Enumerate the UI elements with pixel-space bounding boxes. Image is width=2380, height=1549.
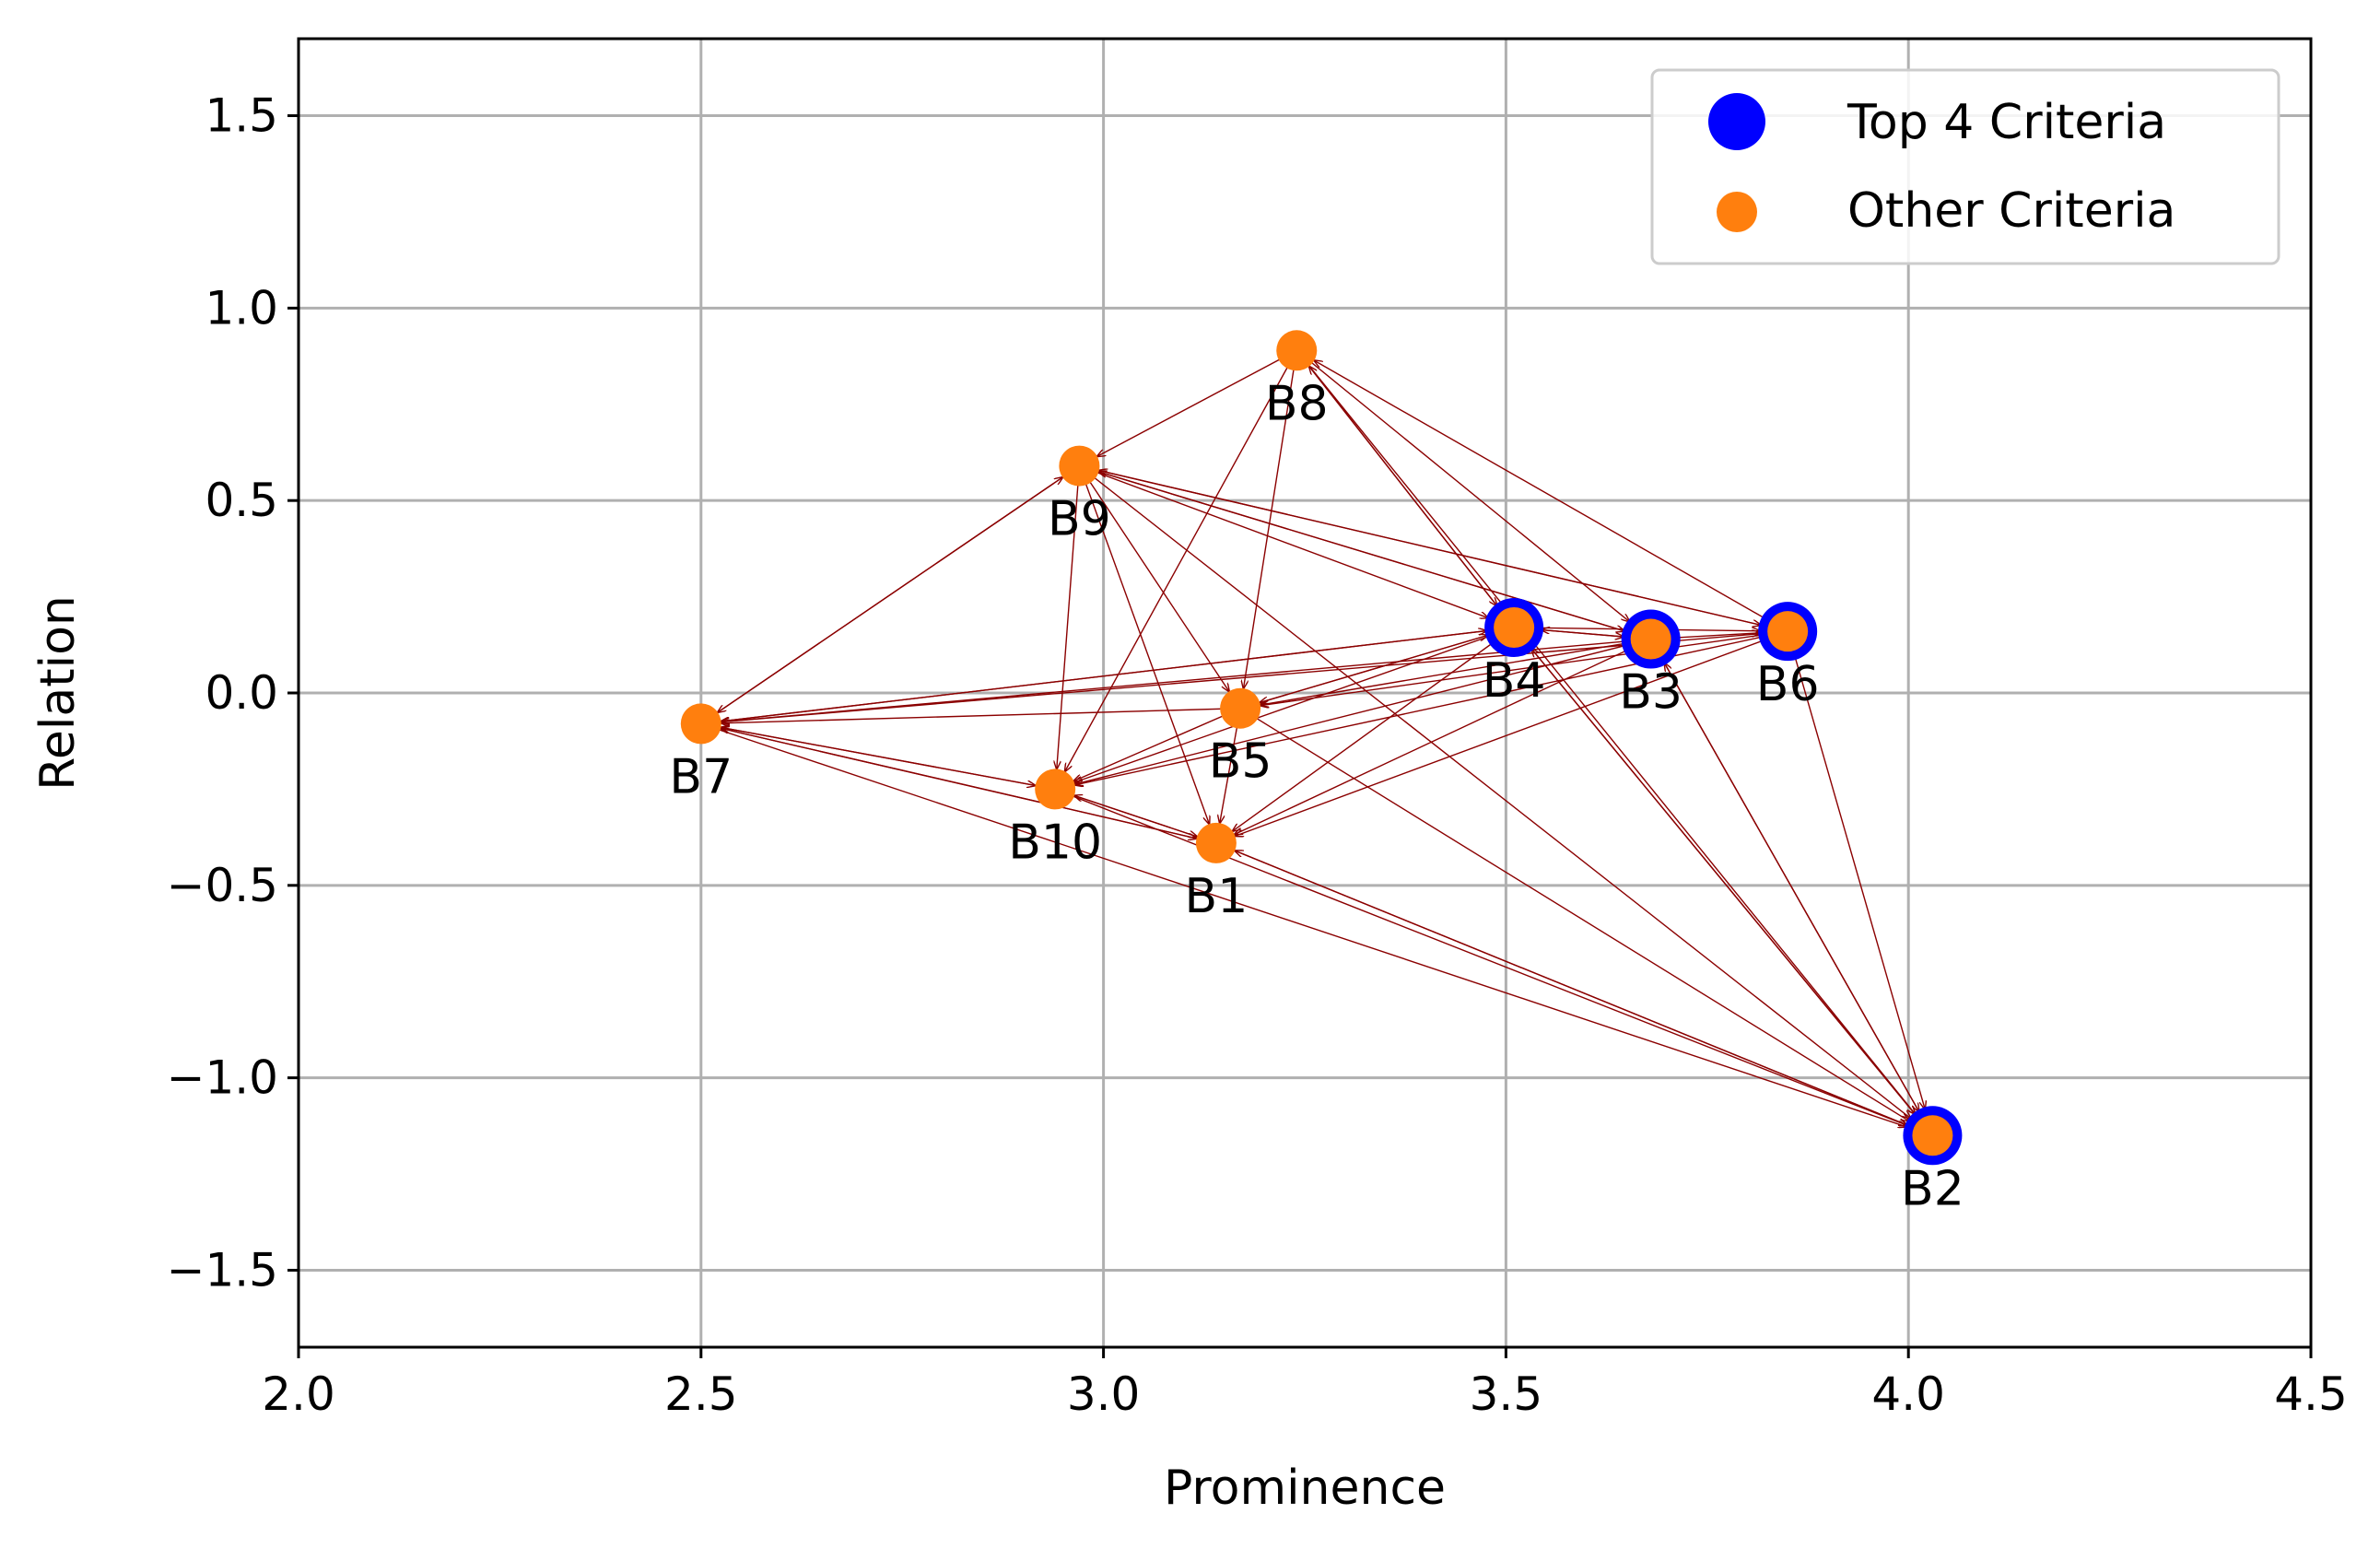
- arrow-B6-to-B5: [1260, 630, 1788, 705]
- arrow-B4-to-B10: [1074, 627, 1515, 782]
- arrow-B6-to-B2: [1787, 630, 1925, 1109]
- arrow-B9-to-B1: [1078, 465, 1209, 825]
- arrow-B4-to-B8: [1309, 367, 1515, 628]
- x-axis-label: Prominence: [1164, 1461, 1446, 1516]
- arrow-B3-to-B10: [1075, 638, 1651, 785]
- point-label-B2: B2: [1901, 1161, 1964, 1216]
- x-tick-label: 3.0: [1067, 1367, 1141, 1421]
- point-B2: [1912, 1115, 1953, 1156]
- arrow-B5-to-B10: [1073, 708, 1241, 781]
- arrow-B3-to-B5: [1260, 638, 1651, 706]
- arrow-B9-to-B2: [1078, 465, 1910, 1119]
- y-tick-label: −1.5: [167, 1243, 278, 1297]
- legend: Top 4 Criteria Other Criteria: [1650, 68, 2280, 265]
- grid: [297, 39, 2313, 1347]
- arrow-B8-to-B10: [1065, 349, 1297, 771]
- y-tick-label: −0.5: [167, 859, 278, 912]
- point-label-B3: B3: [1619, 665, 1682, 721]
- y-axis-ticks: 1.5 1.0 0.5 0.0 −0.5 −1.0 −1.5: [167, 89, 299, 1297]
- arrow-B5-to-B4: [1239, 635, 1487, 710]
- point-label-B9: B9: [1048, 492, 1111, 547]
- arrow-B6-to-B7: [721, 630, 1788, 722]
- arrow-B9-to-B4: [1079, 464, 1488, 618]
- relation-arrows: [700, 349, 1934, 1136]
- arrow-B5-to-B7: [721, 708, 1241, 723]
- x-tick-label: 2.5: [664, 1367, 738, 1421]
- point-B3: [1630, 618, 1671, 660]
- x-tick-label: 2.0: [262, 1367, 335, 1421]
- arrow-B2-to-B3: [1664, 663, 1934, 1136]
- point-label-B10: B10: [1008, 815, 1102, 870]
- legend-label-top-criteria: Top 4 Criteria: [1847, 95, 2166, 150]
- arrow-B4-to-B1: [1233, 627, 1515, 831]
- point-label-B5: B5: [1209, 734, 1272, 790]
- arrow-B7-to-B2: [700, 722, 1906, 1126]
- arrow-B7-to-B4: [700, 631, 1487, 725]
- arrow-B10-to-B7: [721, 727, 1056, 791]
- y-tick-label: 1.5: [205, 89, 278, 143]
- arrow-B5-to-B2: [1239, 708, 1909, 1121]
- arrow-B8-to-B2: [1296, 349, 1915, 1114]
- point-label-B8: B8: [1265, 376, 1329, 431]
- legend-marker-other-criteria: [1717, 192, 1757, 232]
- y-tick-label: 0.0: [205, 666, 278, 720]
- point-B7: [680, 703, 721, 745]
- arrow-B2-to-B4: [1531, 649, 1933, 1136]
- point-B10: [1035, 769, 1076, 810]
- legend-marker-top-criteria: [1708, 93, 1765, 150]
- arrow-B6-to-B8: [1314, 360, 1788, 632]
- arrow-B6-to-B9: [1099, 471, 1788, 632]
- point-label-B6: B6: [1756, 657, 1820, 712]
- legend-label-other-criteria: Other Criteria: [1847, 183, 2175, 239]
- point-label-B1: B1: [1185, 869, 1249, 924]
- y-tick-label: 1.0: [205, 281, 278, 334]
- point-B5: [1220, 687, 1261, 729]
- point-B9: [1059, 445, 1100, 487]
- arrow-B2-to-B1: [1235, 851, 1933, 1136]
- point-label-B4: B4: [1483, 653, 1546, 709]
- arrow-B7-to-B9: [700, 477, 1062, 724]
- y-tick-label: 0.5: [205, 474, 278, 527]
- arrow-B1-to-B10: [1074, 795, 1217, 844]
- x-tick-label: 4.0: [1871, 1367, 1945, 1421]
- arrow-B6-to-B1: [1236, 630, 1788, 836]
- point-B1: [1195, 822, 1237, 863]
- arrow-B8-to-B5: [1244, 350, 1297, 688]
- y-axis-label: Relation: [30, 595, 86, 791]
- arrow-B9-to-B5: [1078, 465, 1229, 692]
- point-B6: [1767, 611, 1809, 652]
- arrow-B8-to-B3: [1296, 349, 1629, 621]
- arrow-B3-to-B7: [721, 638, 1651, 722]
- arrow-B1-to-B7: [721, 728, 1217, 844]
- point-B8: [1276, 330, 1318, 371]
- arrow-B3-to-B1: [1235, 638, 1651, 835]
- arrow-B3-to-B9: [1098, 472, 1651, 640]
- x-tick-label: 4.5: [2274, 1367, 2348, 1421]
- point-B4: [1494, 607, 1535, 648]
- legend-box: [1650, 68, 2280, 265]
- x-axis-ticks: 2.0 2.5 3.0 3.5 4.0 4.5: [262, 1347, 2348, 1421]
- arrow-B9-to-B10: [1057, 465, 1081, 769]
- x-tick-label: 3.5: [1470, 1367, 1543, 1421]
- criteria-points: B1 B2 B3 B4 B5 B6 B7 B8 B9 B10: [669, 330, 1964, 1216]
- point-label-B7: B7: [669, 749, 733, 804]
- y-tick-label: −1.0: [167, 1051, 278, 1105]
- arrow-B8-to-B9: [1097, 349, 1297, 456]
